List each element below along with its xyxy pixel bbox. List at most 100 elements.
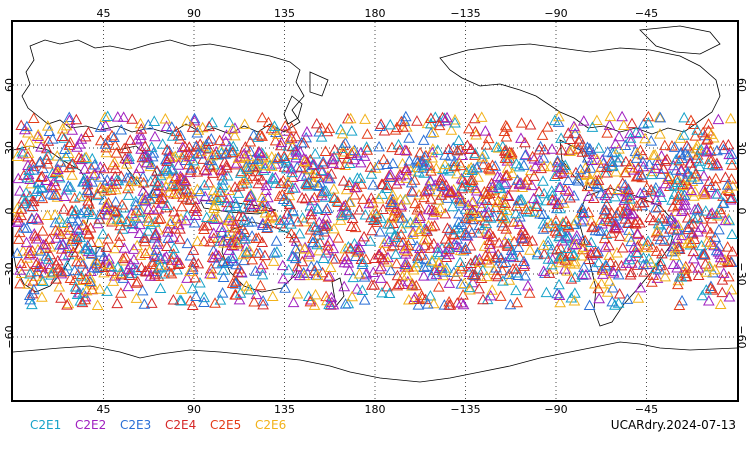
observation-marker [689,130,702,141]
observation-marker [117,252,129,264]
observation-marker [11,211,24,223]
observation-marker [659,177,672,189]
observation-marker [291,215,304,227]
observation-marker [181,115,194,126]
observation-marker [632,292,645,303]
observation-marker [253,202,266,213]
observation-marker [266,290,279,302]
observation-marker [418,261,430,272]
observation-marker [692,269,705,280]
observation-marker [50,232,63,243]
observation-marker [282,264,295,275]
observation-marker [286,166,299,178]
observation-marker [139,247,152,258]
observation-marker [54,156,67,167]
observation-marker [489,160,502,171]
lon-tick-label-top: −45 [635,7,658,20]
observation-marker [43,233,56,244]
observation-marker [229,122,241,133]
observation-marker [466,268,479,280]
observation-marker [58,132,70,143]
observation-marker [175,294,188,306]
observation-marker [94,134,107,146]
observation-marker [654,211,666,223]
observation-marker [112,261,124,272]
observation-marker [14,185,26,196]
observation-marker [570,214,582,226]
observation-marker [129,199,142,210]
observation-marker [178,148,191,160]
observation-marker [145,141,158,152]
observation-marker [384,168,397,180]
observation-marker [377,153,390,165]
observation-marker [506,248,519,260]
observation-marker [499,197,512,208]
observation-marker [268,247,281,258]
observation-marker [670,173,683,185]
observation-marker [257,295,269,306]
observation-marker [495,210,508,221]
observation-marker [639,241,652,253]
observation-marker [485,242,497,253]
observation-marker [577,207,590,219]
observation-marker [80,284,93,296]
observation-marker [296,211,309,223]
observation-marker [99,138,112,149]
observation-marker [455,218,468,230]
observation-marker [103,258,116,269]
observation-marker [230,200,242,211]
observation-marker [101,174,114,185]
observation-marker [86,278,99,290]
observation-marker [285,227,298,239]
observation-marker [655,247,668,259]
observation-marker [564,133,577,144]
observation-marker [141,150,153,161]
observation-marker [174,233,186,244]
observation-marker [337,200,350,212]
observation-marker [156,186,169,198]
legend-item-c2e3: C2E3 [120,418,152,432]
observation-marker [625,135,637,147]
observation-marker [344,112,357,124]
observation-marker [651,224,664,236]
observation-marker [584,162,597,173]
observation-marker [27,195,40,207]
observation-marker [179,175,192,187]
observation-marker [315,164,327,176]
observation-marker [627,207,639,219]
observation-marker [435,189,448,200]
observation-marker [79,293,92,305]
observation-marker [298,155,311,166]
observation-marker [603,275,616,286]
observation-marker [480,270,493,282]
observation-marker [499,211,512,223]
observation-marker [31,265,44,277]
observation-marker [691,203,704,215]
observation-marker [667,258,680,270]
observation-marker [574,163,587,175]
observation-marker [414,223,427,234]
observation-marker [709,263,721,275]
observation-marker [366,224,378,236]
observation-marker [169,150,182,162]
observation-marker [687,252,700,264]
observation-marker [15,139,28,151]
observation-marker [21,120,33,132]
observation-marker [403,132,415,143]
observation-marker [537,208,550,219]
observation-marker [584,142,596,154]
observation-marker [181,209,194,221]
observation-marker [381,217,394,229]
observation-marker [179,154,192,165]
observation-marker [210,248,223,259]
observation-marker [36,170,49,181]
observation-marker [687,212,700,224]
observation-marker [348,153,361,165]
observation-marker [348,237,361,249]
observation-marker [100,198,113,210]
observation-marker [500,130,513,142]
observation-marker [271,246,283,257]
observation-marker [191,166,204,177]
observation-marker [438,299,451,310]
observation-marker [411,256,424,268]
